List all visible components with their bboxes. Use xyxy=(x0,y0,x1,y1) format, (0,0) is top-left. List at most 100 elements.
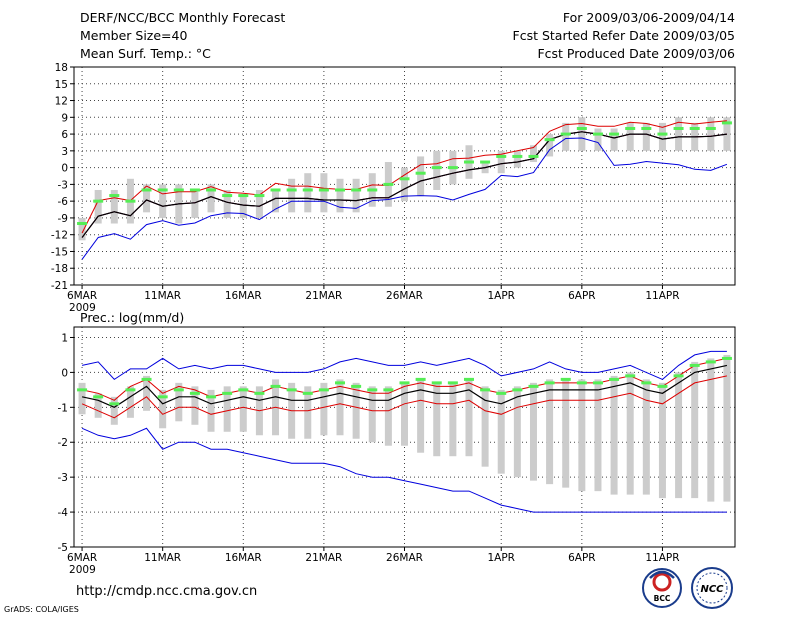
median-marker xyxy=(431,381,442,385)
median-marker xyxy=(222,194,233,198)
spread-box xyxy=(642,122,650,151)
bcc-logo: BCC xyxy=(642,568,682,608)
median-marker xyxy=(77,222,88,226)
spread-box xyxy=(707,358,715,502)
spread-box xyxy=(481,386,489,467)
spread-lower-line xyxy=(81,375,728,419)
y-tick-label: -21 xyxy=(51,280,68,292)
median-marker xyxy=(463,160,474,164)
y-tick-label: -2 xyxy=(58,437,68,449)
spread-box xyxy=(401,382,408,446)
spread-box xyxy=(675,372,683,499)
x-tick-label: 16MAR xyxy=(225,552,262,564)
spread-box xyxy=(449,382,457,457)
median-marker xyxy=(222,391,233,395)
spread-box xyxy=(497,150,505,174)
median-marker xyxy=(367,388,378,392)
spread-box xyxy=(223,189,231,218)
source-url: http://cmdp.ncc.cma.gov.cn xyxy=(76,584,257,599)
median-marker xyxy=(625,126,636,130)
spread-box xyxy=(417,379,425,453)
spread-box xyxy=(658,122,666,151)
figure-title: DERF/NCC/BCC Monthly Forecast xyxy=(80,10,285,25)
median-marker xyxy=(463,377,474,381)
median-marker xyxy=(447,381,458,385)
y-tick-label: 18 xyxy=(55,62,68,74)
y-tick-label: -9 xyxy=(58,213,68,225)
median-marker xyxy=(383,388,394,392)
median-marker xyxy=(721,121,732,125)
spread-box xyxy=(546,379,554,485)
y-tick-label: 1 xyxy=(61,332,68,344)
median-marker xyxy=(592,381,603,385)
x-tick-label: 16MAR xyxy=(225,290,262,302)
median-marker xyxy=(351,384,362,388)
median-marker xyxy=(302,391,313,395)
spread-box xyxy=(578,379,586,492)
member-size-label: Member Size=40 xyxy=(80,28,187,43)
x-year-label: 2009 xyxy=(69,564,96,576)
spread-box xyxy=(675,117,683,151)
spread-box xyxy=(223,386,231,432)
median-marker xyxy=(528,384,539,388)
median-marker xyxy=(689,363,700,367)
x-tick-label: 26MAR xyxy=(386,290,423,302)
spread-box xyxy=(143,375,151,411)
ensemble-mean-line xyxy=(81,131,727,238)
spread-box xyxy=(578,117,586,151)
variable-label: Mean Surf. Temp.: °C xyxy=(80,46,211,61)
spread-box xyxy=(594,379,602,492)
median-marker xyxy=(431,166,442,170)
spread-box xyxy=(658,382,666,499)
spread-box xyxy=(239,386,247,432)
median-marker xyxy=(689,126,700,130)
median-marker xyxy=(238,194,249,198)
x-tick-label: 1APR xyxy=(487,552,515,564)
median-marker xyxy=(560,132,571,136)
median-marker xyxy=(318,188,329,192)
y-tick-label: -18 xyxy=(51,263,68,275)
spread-box xyxy=(272,189,280,213)
median-marker xyxy=(544,381,555,385)
median-marker xyxy=(189,188,200,192)
x-year-label: 2009 xyxy=(69,302,96,314)
spread-box xyxy=(78,382,86,415)
median-marker xyxy=(609,377,620,381)
median-marker xyxy=(125,199,136,203)
median-marker xyxy=(544,138,555,142)
median-marker xyxy=(109,194,120,198)
spread-box xyxy=(288,178,296,213)
spread-box xyxy=(465,379,473,457)
spread-box xyxy=(191,386,199,425)
x-tick-label: 11APR xyxy=(645,290,679,302)
median-marker xyxy=(415,171,426,175)
spread-box xyxy=(336,178,344,213)
y-tick-label: 15 xyxy=(55,79,68,91)
median-marker xyxy=(302,188,313,192)
spread-box xyxy=(723,354,731,502)
ensemble-max-line xyxy=(81,137,728,260)
ensemble-mean-line xyxy=(81,364,728,408)
spread-upper-line xyxy=(81,357,728,401)
median-marker xyxy=(173,388,184,392)
spread-box xyxy=(336,379,344,436)
median-marker xyxy=(270,384,281,388)
spread-box xyxy=(513,386,521,478)
spread-box xyxy=(497,389,505,474)
spread-box xyxy=(384,386,392,446)
spread-box xyxy=(78,217,86,241)
median-marker xyxy=(496,154,507,158)
median-marker xyxy=(657,384,668,388)
median-marker xyxy=(705,360,716,364)
spread-box xyxy=(110,396,118,425)
spread-box xyxy=(368,386,376,443)
median-marker xyxy=(721,356,732,360)
spread-box xyxy=(207,184,215,213)
median-marker xyxy=(318,388,329,392)
median-marker xyxy=(399,381,410,385)
y-tick-label: 0 xyxy=(61,367,68,379)
spread-box xyxy=(529,382,537,481)
spread-box xyxy=(691,361,699,499)
